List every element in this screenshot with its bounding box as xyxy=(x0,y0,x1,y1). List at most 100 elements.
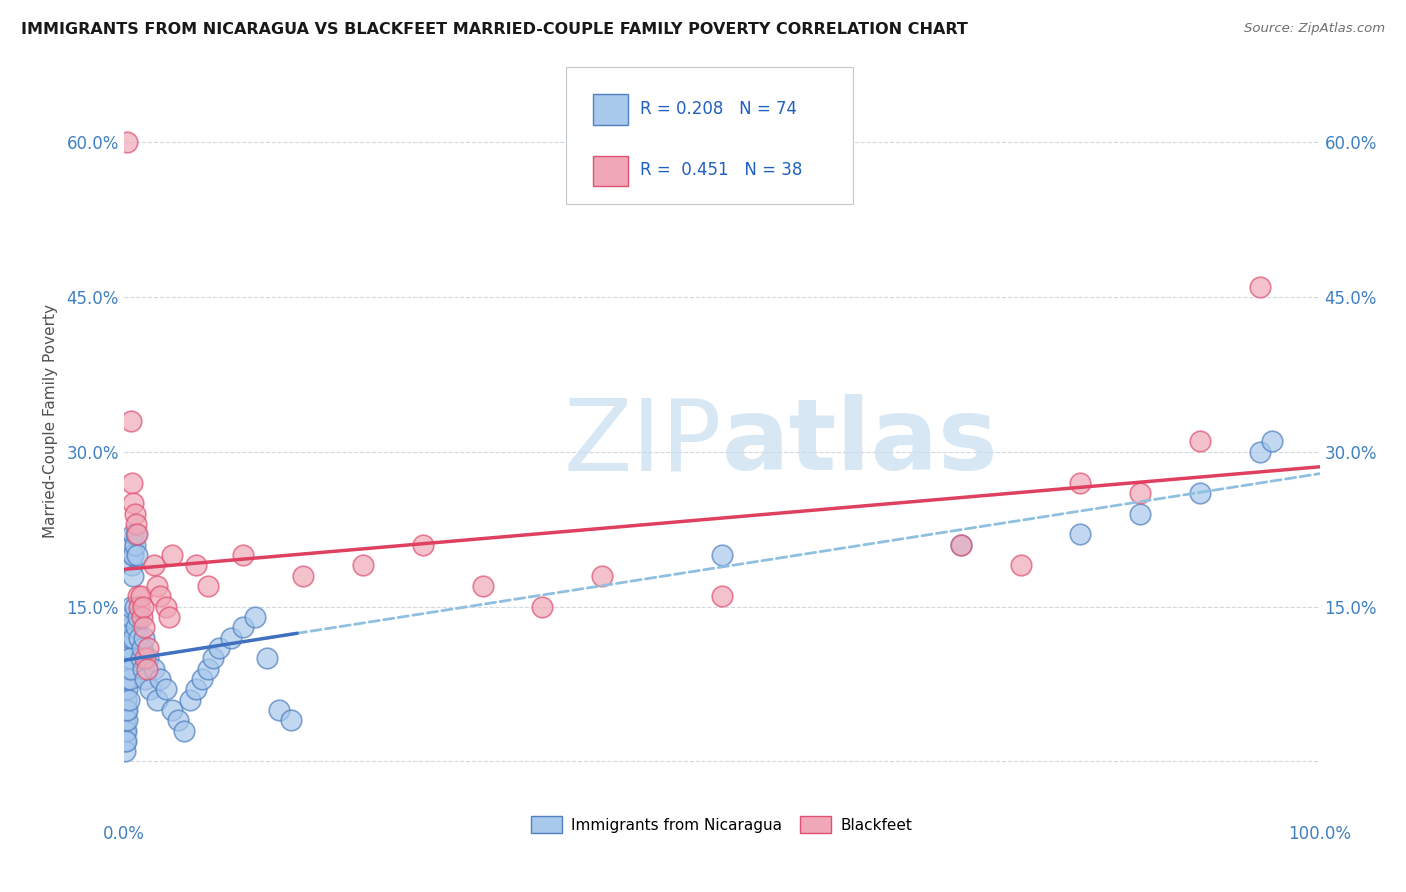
Point xyxy=(245,610,267,624)
Point xyxy=(949,538,972,552)
Point xyxy=(117,651,139,665)
Point xyxy=(155,682,177,697)
Point xyxy=(949,538,972,552)
Point xyxy=(125,527,148,541)
Point xyxy=(117,631,139,645)
Point xyxy=(124,507,146,521)
Point xyxy=(292,568,315,582)
Point xyxy=(122,631,145,645)
Point xyxy=(124,599,146,614)
Point xyxy=(1129,507,1152,521)
Point xyxy=(1261,434,1284,449)
Text: R =  0.451   N = 38: R = 0.451 N = 38 xyxy=(640,161,803,179)
FancyBboxPatch shape xyxy=(592,156,628,186)
Point xyxy=(117,682,139,697)
Point xyxy=(118,640,141,655)
Point xyxy=(118,631,141,645)
Point xyxy=(184,682,207,697)
FancyBboxPatch shape xyxy=(567,67,853,204)
Point xyxy=(142,662,165,676)
Point xyxy=(208,640,231,655)
Point xyxy=(591,568,613,582)
Point xyxy=(117,692,139,706)
Point xyxy=(124,538,146,552)
Point xyxy=(115,703,138,717)
Point xyxy=(197,579,219,593)
Text: Source: ZipAtlas.com: Source: ZipAtlas.com xyxy=(1244,22,1385,36)
Point xyxy=(471,579,494,593)
Point xyxy=(1188,486,1211,500)
Point xyxy=(149,672,172,686)
Point xyxy=(121,475,143,490)
Point xyxy=(232,620,254,634)
Point xyxy=(115,692,138,706)
Point xyxy=(115,723,138,738)
Point xyxy=(160,703,183,717)
Point xyxy=(202,651,225,665)
Point xyxy=(125,548,148,562)
Point xyxy=(117,662,139,676)
Point xyxy=(121,558,143,573)
Point xyxy=(190,672,212,686)
Point xyxy=(146,692,169,706)
Point xyxy=(155,599,177,614)
Point xyxy=(352,558,374,573)
Point xyxy=(531,599,554,614)
Point xyxy=(134,651,156,665)
Text: ZIP: ZIP xyxy=(564,394,721,491)
Point xyxy=(149,590,172,604)
Point xyxy=(131,610,153,624)
Point xyxy=(142,558,165,573)
Point xyxy=(197,662,219,676)
Point xyxy=(117,620,139,634)
Point xyxy=(184,558,207,573)
Point xyxy=(117,672,139,686)
Point xyxy=(115,734,138,748)
Point xyxy=(122,548,145,562)
Point xyxy=(1249,445,1271,459)
Point xyxy=(132,599,155,614)
Point xyxy=(412,538,434,552)
Point xyxy=(117,703,139,717)
Point xyxy=(117,610,139,624)
Point xyxy=(117,640,139,655)
Point xyxy=(121,538,143,552)
Point xyxy=(146,579,169,593)
Point xyxy=(179,692,201,706)
Point xyxy=(134,631,156,645)
Text: R = 0.208   N = 74: R = 0.208 N = 74 xyxy=(640,100,797,118)
Point xyxy=(135,662,157,676)
Point xyxy=(120,662,142,676)
Point xyxy=(1188,434,1211,449)
Y-axis label: Married-Couple Family Poverty: Married-Couple Family Poverty xyxy=(44,304,58,538)
Point xyxy=(122,568,145,582)
Point xyxy=(1069,527,1091,541)
Point xyxy=(256,651,278,665)
Point xyxy=(157,610,180,624)
Point xyxy=(121,548,143,562)
Text: 100.0%: 100.0% xyxy=(1288,825,1351,844)
Point xyxy=(118,672,141,686)
Point xyxy=(125,517,148,532)
Point xyxy=(120,414,142,428)
Point xyxy=(114,744,136,758)
Point xyxy=(118,651,141,665)
Point xyxy=(269,703,291,717)
Point xyxy=(122,496,145,510)
Point xyxy=(129,651,152,665)
Point xyxy=(127,590,149,604)
Point xyxy=(173,723,195,738)
Point xyxy=(280,713,302,727)
Point xyxy=(128,631,150,645)
Point xyxy=(1069,475,1091,490)
Point xyxy=(117,713,139,727)
Point xyxy=(114,713,136,727)
Point xyxy=(120,599,142,614)
Point xyxy=(1129,486,1152,500)
Point xyxy=(120,620,142,634)
Point xyxy=(117,135,139,149)
Point xyxy=(1249,279,1271,293)
Point xyxy=(127,610,149,624)
Point xyxy=(139,682,162,697)
Point xyxy=(136,651,159,665)
